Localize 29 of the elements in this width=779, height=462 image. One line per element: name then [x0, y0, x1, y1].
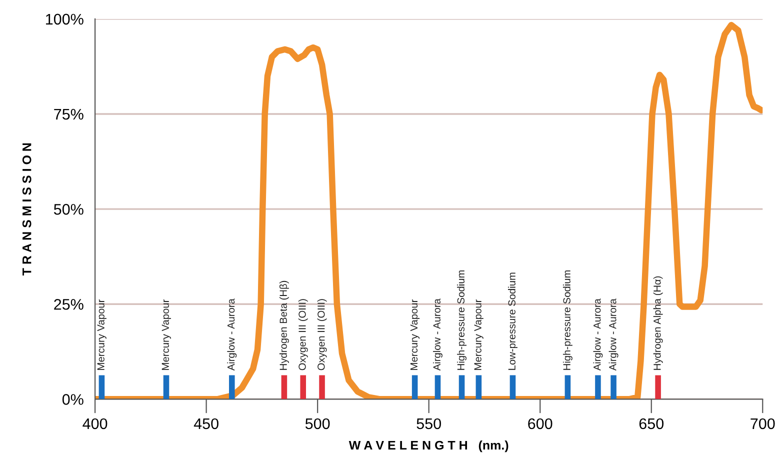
data-label: Mercury Vapour: [474, 299, 484, 370]
data-label: High-pressure Sodium: [457, 270, 466, 370]
data-label: Airglow - Aurora: [593, 298, 603, 371]
x-tick-label: 650: [639, 418, 664, 430]
data-label: Low-pressure Sodium: [508, 272, 518, 370]
data-label: Airglow - Aurora: [608, 298, 618, 371]
y-tick-label: 0%: [62, 394, 84, 405]
x-tick-label: 500: [305, 418, 330, 430]
data-label: Mercury Vapour: [162, 299, 171, 370]
data-label: Hydrogen Beta (Hβ): [279, 280, 289, 370]
data-label: Airglow - Aurora: [227, 298, 237, 371]
y-tick-label: 50%: [54, 204, 84, 215]
x-axis-title: W A V E L E N G T H (nm.): [348, 440, 508, 452]
y-tick-label: 75%: [54, 108, 84, 120]
data-label: Hydrogen Alpha (Hα): [653, 276, 663, 370]
x-tick-label: 550: [416, 418, 441, 430]
data-label: Mercury Vapour: [410, 299, 420, 370]
y-tick-label: 100%: [46, 14, 84, 25]
data-label: Mercury Vapour: [97, 299, 106, 370]
data-label: Airglow - Aurora: [433, 298, 442, 371]
x-tick-label: 700: [750, 418, 775, 430]
data-label: High-pressure Sodium: [562, 270, 572, 370]
data-label: Oxygen III (OIII): [298, 299, 308, 370]
x-tick-label: 600: [528, 418, 552, 430]
data-label: Oxygen III (OIII): [317, 299, 327, 370]
x-tick-label: 400: [82, 418, 108, 430]
x-tick-label: 450: [194, 418, 218, 430]
y-tick-label: 25%: [54, 298, 84, 310]
y-axis-title: T R A N S M I S S I O N: [22, 143, 32, 276]
